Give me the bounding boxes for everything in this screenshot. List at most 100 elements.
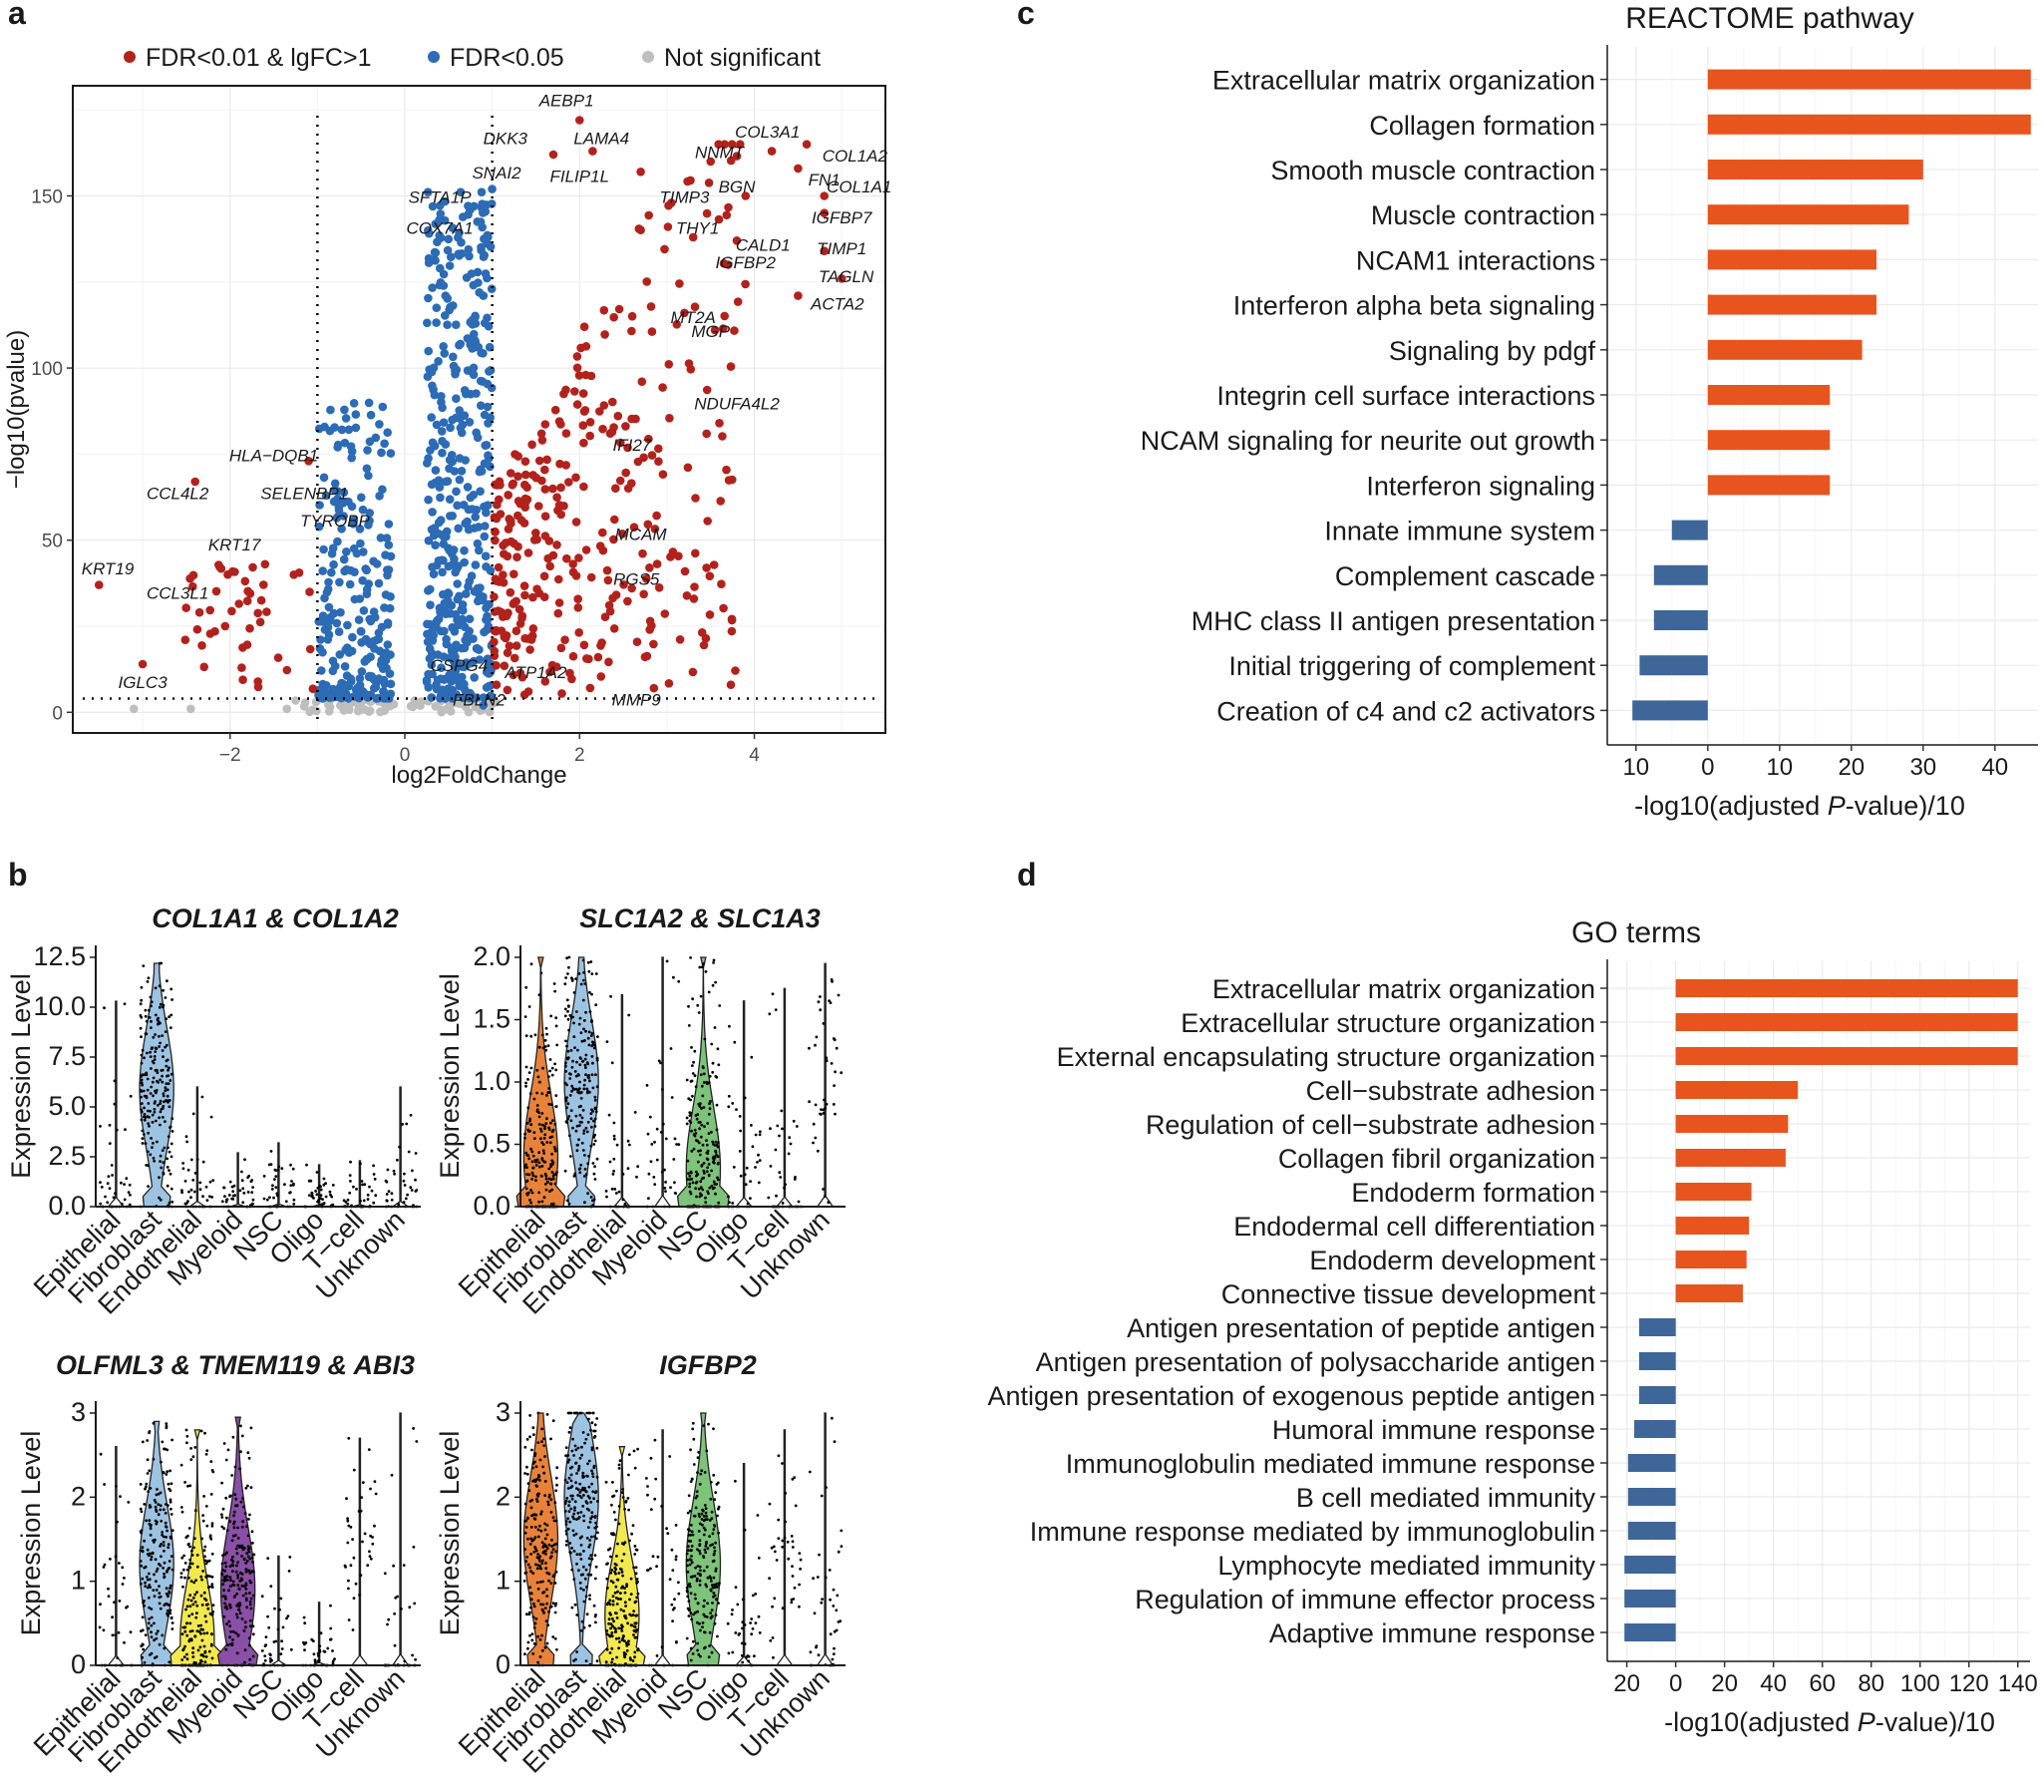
labeled-point-filip1l	[636, 168, 645, 177]
jitter-point	[634, 1548, 638, 1552]
point-fdr005	[471, 513, 481, 522]
point-fdr005	[358, 575, 368, 585]
jitter-point	[289, 1184, 293, 1187]
jitter-point	[165, 1426, 169, 1430]
jitter-point	[165, 1017, 169, 1021]
point-fdr001	[547, 660, 557, 670]
jitter-point	[705, 1565, 709, 1569]
jitter-point	[526, 1078, 529, 1081]
jitter-point	[819, 1008, 823, 1012]
jitter-point	[707, 1422, 710, 1426]
point-fdr005	[333, 443, 343, 452]
point-fdr001	[508, 481, 517, 490]
jitter-point	[577, 1022, 581, 1026]
jitter-point	[165, 1082, 169, 1086]
jitter-point	[165, 1422, 169, 1425]
jitter-point	[693, 1074, 697, 1078]
jitter-point	[181, 1568, 185, 1572]
jitter-point	[594, 1490, 598, 1493]
jitter-point	[593, 1125, 597, 1128]
jitter-point	[704, 1511, 708, 1515]
jitter-point	[581, 1059, 585, 1063]
jitter-point	[727, 1105, 731, 1109]
jitter-point	[555, 1647, 558, 1651]
point-fdr005	[422, 675, 432, 685]
violin-t−cell	[350, 1437, 370, 1666]
point-fdr001	[568, 651, 578, 661]
jitter-point	[167, 1613, 170, 1617]
jitter-point	[163, 1146, 167, 1150]
y-axis-title: Expression Level	[435, 973, 465, 1179]
jitter-point	[822, 1022, 826, 1025]
jitter-point	[246, 1191, 250, 1194]
jitter-point	[158, 1116, 162, 1120]
jitter-point	[207, 1559, 211, 1563]
jitter-point	[393, 1172, 396, 1176]
jitter-point	[152, 1539, 156, 1543]
jitter-point	[703, 1125, 706, 1128]
point-fdr001	[722, 465, 731, 475]
point-fdr005	[449, 352, 458, 362]
jitter-point	[139, 1582, 143, 1586]
jitter-point	[121, 1583, 125, 1586]
jitter-point	[184, 1608, 187, 1612]
point-fdr005	[428, 508, 437, 517]
jitter-point	[543, 1045, 547, 1048]
violin-title-2-part-2: SLC1A3	[717, 903, 821, 933]
point-fdr001	[733, 297, 743, 306]
jitter-point	[548, 1606, 552, 1609]
jitter-point	[153, 1638, 157, 1642]
jitter-point	[162, 1161, 166, 1165]
jitter-point	[529, 1123, 533, 1127]
point-fdr005	[466, 389, 476, 399]
jitter-point	[238, 1612, 242, 1614]
jitter-point	[581, 1565, 585, 1569]
jitter-point	[150, 1026, 153, 1029]
jitter-point	[570, 1485, 574, 1488]
jitter-point	[207, 1195, 211, 1199]
jitter-point	[690, 1555, 693, 1558]
jitter-point	[570, 1449, 574, 1453]
jitter-point	[715, 1582, 719, 1586]
jitter-point	[685, 1589, 689, 1593]
jitter-point	[187, 1614, 191, 1617]
jitter-point	[698, 1482, 702, 1486]
violin-endothelial	[187, 1086, 207, 1208]
jitter-point	[582, 1175, 586, 1178]
gene-label-fn1: FN1	[809, 171, 841, 189]
jitter-point	[537, 1161, 541, 1165]
y-tick-label: 10.0	[33, 991, 86, 1021]
jitter-point	[114, 1192, 117, 1196]
point-fdr005	[347, 502, 357, 512]
jitter-point	[170, 1117, 174, 1120]
jitter-point	[566, 972, 569, 975]
category-label: Extracellular structure organization	[1181, 1008, 1595, 1038]
gene-label-filip1l: FILIP1L	[550, 168, 610, 186]
point-fdr001	[550, 405, 560, 415]
point-fdr005	[449, 301, 458, 310]
jitter-point	[203, 1545, 207, 1549]
jitter-point	[347, 1436, 351, 1440]
jitter-point	[612, 1533, 616, 1537]
jitter-point	[727, 1651, 731, 1655]
point-fdr005	[424, 586, 433, 595]
point-fdr005	[365, 509, 375, 518]
jitter-point	[169, 1469, 172, 1473]
point-fdr005	[428, 562, 437, 571]
jitter-point	[550, 1066, 554, 1070]
category-label: Immunoglobulin mediated immune response	[1066, 1449, 1595, 1479]
point-fdr005	[427, 413, 437, 422]
jitter-point	[248, 1513, 251, 1517]
jitter-point	[694, 1611, 697, 1614]
jitter-point	[545, 1595, 549, 1598]
x-tick-label: 0	[400, 745, 411, 766]
jitter-point	[581, 958, 585, 962]
jitter-point	[784, 1520, 787, 1524]
jitter-point	[694, 1597, 697, 1601]
jitter-point	[570, 1547, 573, 1550]
jitter-point	[170, 998, 174, 1001]
jitter-point	[99, 1125, 102, 1128]
jitter-point	[836, 1594, 840, 1598]
jitter-point	[162, 1104, 166, 1108]
jitter-point	[227, 1194, 231, 1197]
